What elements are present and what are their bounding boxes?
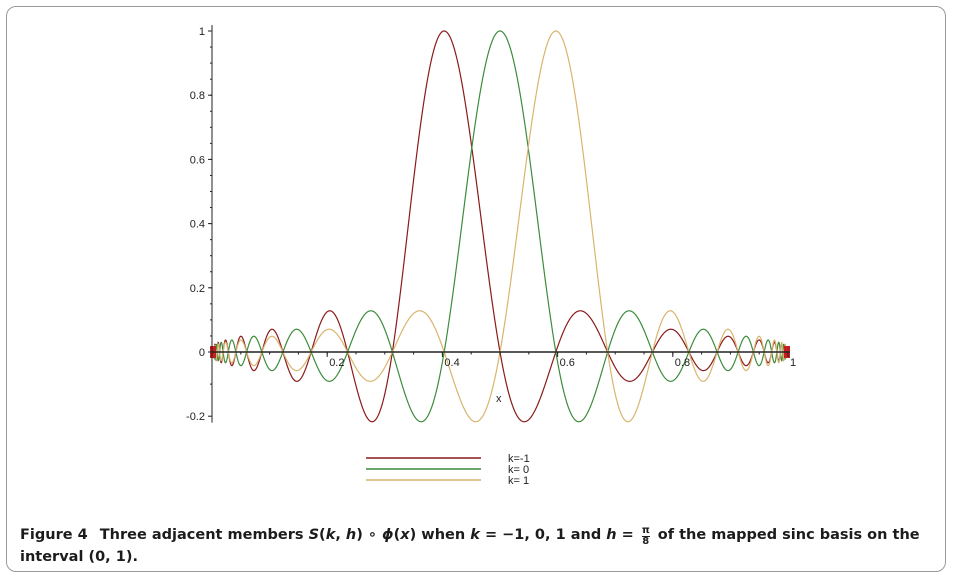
legend-label-3: k= 1 <box>508 475 529 487</box>
x-axis-label: x <box>496 393 502 405</box>
figure-label: Figure 4 <box>20 527 88 543</box>
figure-frame <box>6 6 946 572</box>
y-tick-label: 0.8 <box>190 90 205 102</box>
chart: -0.200.20.40.60.810.2 0.4 0.6 0.8 1 x k=-1k=… <box>186 25 796 487</box>
curves <box>210 30 790 423</box>
y-tick-label: 0.6 <box>190 154 205 166</box>
ticks: -0.2 0 0.2 0.4 0.6 0.8 1 0.2 0.4 0.6 0.8 1 <box>186 26 796 423</box>
x-tick-label: 0.4 <box>444 357 459 369</box>
x-tick-label: 0.2 <box>329 357 344 369</box>
y-tick-label: 0 <box>199 347 205 359</box>
legend: k=-1k= 0k= 1 <box>366 453 530 487</box>
y-tick-label: -0.2 <box>186 411 205 423</box>
legend-label-2: k= 0 <box>508 464 529 476</box>
figure-caption: Figure 4 Three adjacent members S(k, h) … <box>20 525 920 566</box>
series-line-1 <box>211 30 789 423</box>
y-tick-label: 0.2 <box>190 283 205 295</box>
x-tick-label: 0.6 <box>560 357 575 369</box>
axes <box>211 25 790 423</box>
series-line-2 <box>211 30 789 423</box>
y-tick-label: 0.4 <box>190 219 205 231</box>
series-line-3 <box>211 30 789 423</box>
y-tick-label: 1 <box>199 26 205 38</box>
x-tick-label: 1 <box>790 357 796 369</box>
x-tick-label: 0.8 <box>675 357 690 369</box>
legend-label-1: k=-1 <box>508 453 530 465</box>
